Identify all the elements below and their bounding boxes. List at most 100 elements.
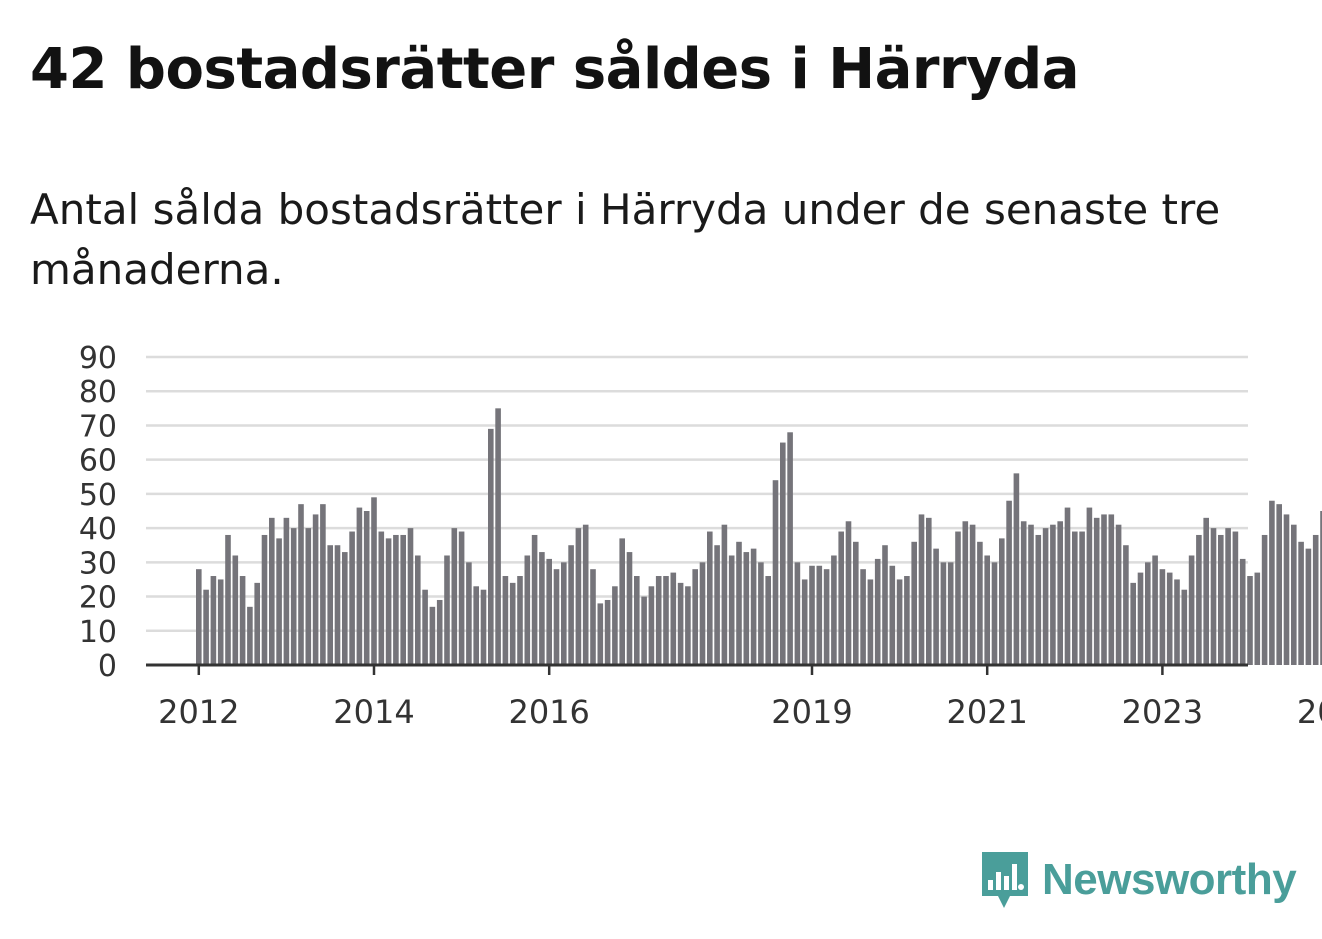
bar <box>1072 531 1078 665</box>
bar <box>1218 534 1224 665</box>
bar <box>940 562 947 665</box>
bar <box>1232 531 1239 665</box>
bar <box>349 531 355 665</box>
bar <box>896 579 903 665</box>
bar <box>1305 548 1312 665</box>
chart-title: 42 bostadsrätter såldes i Härryda <box>30 37 1080 102</box>
bar <box>845 521 852 665</box>
bar <box>1166 572 1173 665</box>
bar <box>853 541 859 665</box>
bar <box>765 576 771 665</box>
bar <box>269 517 275 665</box>
bar <box>918 514 925 665</box>
bar <box>867 579 874 665</box>
bar <box>276 538 282 665</box>
x-axis-ticks: 2012 2014 2016 2019 2021 2023 2025 <box>158 665 1322 731</box>
bar <box>728 555 735 665</box>
bar <box>663 576 669 665</box>
bar <box>947 562 954 665</box>
bar <box>816 565 823 665</box>
bar <box>670 572 677 665</box>
bar <box>1115 524 1122 665</box>
bar <box>539 552 545 665</box>
bar <box>385 538 392 665</box>
bar <box>597 603 604 665</box>
bar <box>342 552 348 665</box>
y-tick-label: 10 <box>79 615 117 650</box>
bar <box>217 579 224 665</box>
bar <box>407 528 414 665</box>
bar <box>466 562 472 665</box>
bar <box>860 569 866 665</box>
bar <box>1159 569 1166 665</box>
bar <box>1312 534 1319 665</box>
bar <box>582 524 589 665</box>
bar <box>225 534 231 665</box>
bar <box>1064 507 1071 665</box>
bar <box>517 576 523 665</box>
bar <box>283 517 290 665</box>
x-tick-label: 2012 <box>158 693 239 731</box>
bar <box>626 552 633 665</box>
bar <box>889 565 896 665</box>
bar <box>203 589 209 665</box>
bar <box>393 534 399 665</box>
bar <box>488 428 494 665</box>
bar <box>1291 524 1297 665</box>
y-tick-label: 60 <box>79 444 117 479</box>
bar <box>692 569 698 665</box>
x-tick-label: 2023 <box>1122 693 1203 731</box>
bar <box>962 521 969 665</box>
bar <box>590 569 596 665</box>
bar <box>911 541 917 665</box>
bar <box>874 558 881 665</box>
bar <box>809 565 815 665</box>
newsworthy-logo: Newsworthy <box>980 850 1297 910</box>
bar <box>801 579 808 665</box>
bar <box>458 531 465 665</box>
bar <box>524 555 531 665</box>
bar <box>1320 511 1322 665</box>
bar <box>743 552 750 665</box>
bar <box>838 531 844 665</box>
bar <box>232 555 239 665</box>
bar <box>1086 507 1093 665</box>
bar <box>546 558 552 665</box>
bar <box>378 531 385 665</box>
bar <box>1123 545 1129 665</box>
bar <box>363 511 370 665</box>
bar <box>641 596 647 665</box>
bar <box>714 545 720 665</box>
bar <box>1181 589 1188 665</box>
bar <box>977 541 983 665</box>
y-tick-label: 80 <box>79 375 117 410</box>
bar <box>327 545 333 665</box>
bar <box>553 569 560 665</box>
bar <box>1276 504 1282 665</box>
bar <box>984 555 990 665</box>
x-tick-label: 2025 <box>1297 693 1322 731</box>
bar <box>196 569 202 665</box>
bar <box>247 606 253 665</box>
bar <box>1283 514 1290 665</box>
x-tick-label: 2019 <box>771 693 852 731</box>
bar <box>1042 528 1049 665</box>
bar <box>371 497 377 665</box>
bar <box>926 517 932 665</box>
bar <box>1269 500 1275 665</box>
bar <box>436 599 443 665</box>
bar <box>415 555 421 665</box>
bar <box>561 562 567 665</box>
bar <box>320 504 326 665</box>
bar <box>999 538 1005 665</box>
bar <box>1020 521 1027 665</box>
bar <box>1152 555 1158 665</box>
bar <box>422 589 428 665</box>
bar <box>254 582 260 665</box>
bar <box>356 507 363 665</box>
bar <box>677 582 684 665</box>
y-tick-label: 40 <box>79 512 117 547</box>
bar <box>1050 524 1056 665</box>
bar-chart-speech-bubble-icon <box>982 852 1028 908</box>
